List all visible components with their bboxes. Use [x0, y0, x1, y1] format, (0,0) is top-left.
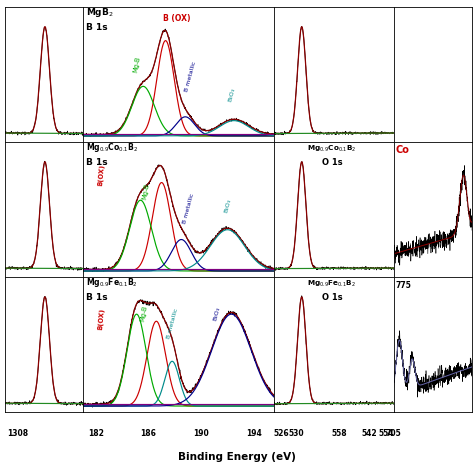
- Text: B (OX): B (OX): [163, 14, 190, 23]
- Text: B 1s: B 1s: [86, 23, 108, 32]
- Text: B₂O₃: B₂O₃: [212, 307, 221, 321]
- Text: 186: 186: [140, 429, 156, 438]
- Text: 558: 558: [332, 429, 347, 438]
- Text: Mg$_{0.9}$Fe$_{0.1}$B$_2$: Mg$_{0.9}$Fe$_{0.1}$B$_2$: [307, 278, 356, 289]
- Text: B 1s: B 1s: [86, 158, 108, 167]
- Text: Mg-B: Mg-B: [142, 182, 151, 200]
- Text: Mg$_{0.9}$Fe$_{0.1}$B$_2$: Mg$_{0.9}$Fe$_{0.1}$B$_2$: [86, 276, 138, 290]
- Text: Co: Co: [395, 145, 409, 155]
- Text: 1308: 1308: [7, 429, 28, 438]
- Text: Mg$_{0.9}$Co$_{0.1}$B$_2$: Mg$_{0.9}$Co$_{0.1}$B$_2$: [307, 143, 357, 154]
- Text: 705: 705: [386, 429, 401, 438]
- Text: 530: 530: [288, 429, 304, 438]
- Text: Mg$_{0.9}$Co$_{0.1}$B$_2$: Mg$_{0.9}$Co$_{0.1}$B$_2$: [86, 141, 139, 155]
- Text: Mg-B: Mg-B: [140, 304, 149, 321]
- Text: 775: 775: [395, 281, 411, 290]
- Text: B₂O₃: B₂O₃: [228, 88, 236, 103]
- Text: 190: 190: [193, 429, 209, 438]
- Text: B metallic: B metallic: [182, 192, 195, 224]
- Text: 194: 194: [246, 429, 262, 438]
- Text: B metallic: B metallic: [184, 60, 197, 92]
- Text: 554: 554: [379, 429, 394, 438]
- Text: 182: 182: [88, 429, 104, 438]
- Text: MgB$_2$: MgB$_2$: [86, 6, 114, 19]
- Text: B₂O₃: B₂O₃: [224, 199, 232, 213]
- Text: B metallic: B metallic: [166, 308, 180, 339]
- Text: B(OX): B(OX): [98, 307, 106, 329]
- Text: Mg-B: Mg-B: [132, 55, 141, 73]
- Text: 526: 526: [273, 429, 289, 438]
- Text: 542: 542: [362, 429, 378, 438]
- Text: O 1s: O 1s: [322, 158, 342, 167]
- Text: B 1s: B 1s: [86, 293, 108, 302]
- Text: O 1s: O 1s: [322, 293, 342, 302]
- Text: B(OX): B(OX): [98, 164, 106, 186]
- Text: Binding Energy (eV): Binding Energy (eV): [178, 452, 296, 462]
